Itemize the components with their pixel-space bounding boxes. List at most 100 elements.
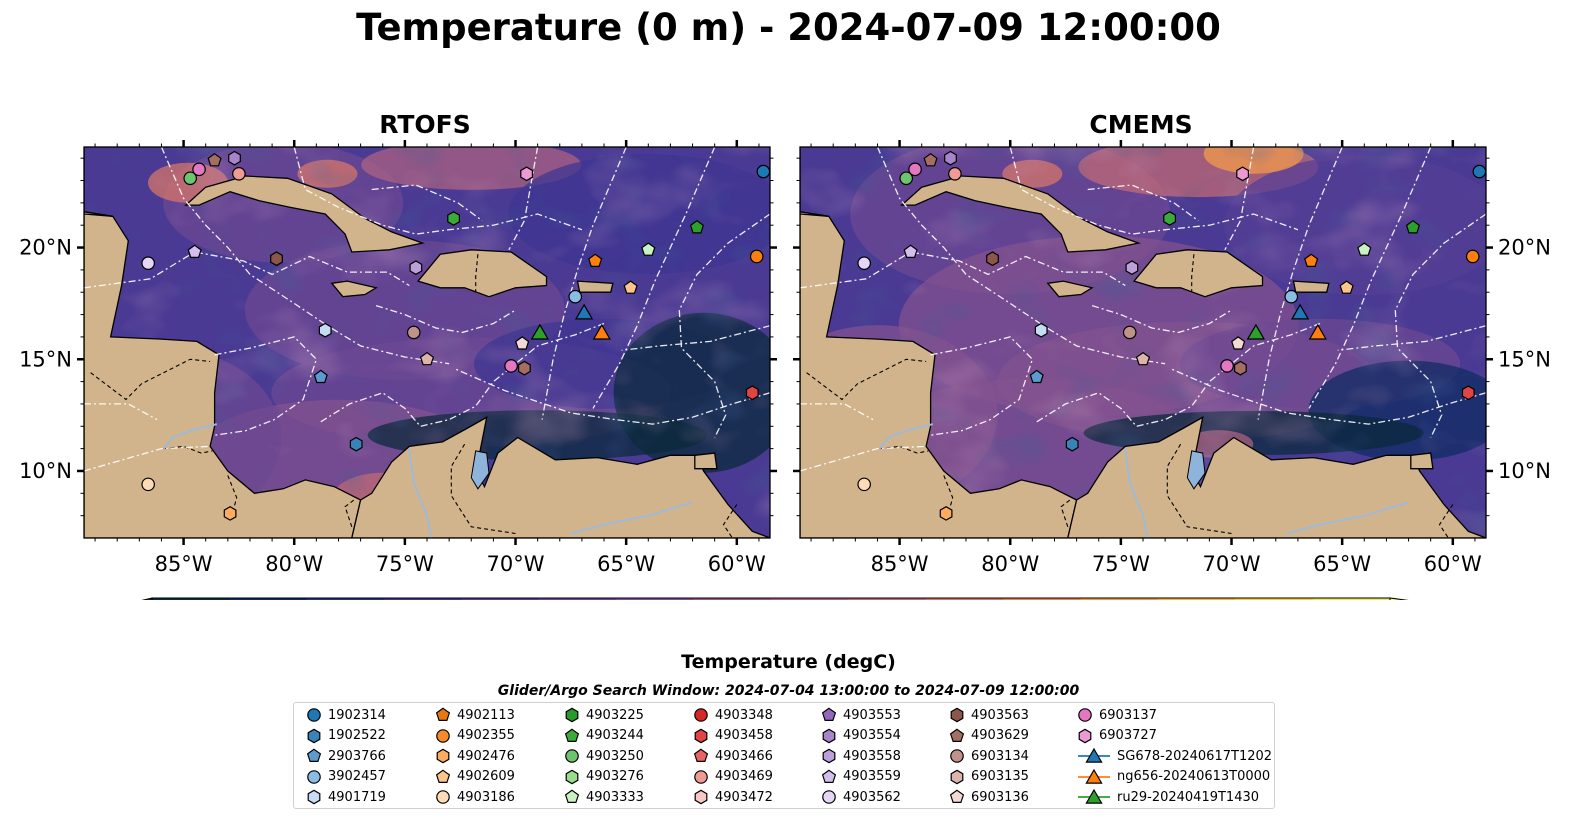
legend-label: 4903558 xyxy=(843,748,901,764)
colorbar-segment xyxy=(461,598,540,600)
lat-tick-label: 15°N xyxy=(1498,347,1551,371)
argo-float-6903136 xyxy=(1231,336,1246,350)
land-yucatanN xyxy=(800,147,829,217)
legend-entry: 4903466 xyxy=(693,746,773,766)
argo-float-4903186 xyxy=(141,477,155,492)
land-centralam xyxy=(84,211,362,538)
river-orinoco xyxy=(570,501,693,535)
argo-float-4903225 xyxy=(447,211,460,226)
eez-boundary xyxy=(678,213,770,438)
legend-marker-icon xyxy=(307,708,321,722)
legend-entry: 4903472 xyxy=(693,787,773,807)
eez-boundary xyxy=(930,336,1034,436)
colorbar: 28.028.529.029.530.030.531.031.5 xyxy=(141,597,1409,600)
border-line xyxy=(450,443,516,535)
legend-marker-icon xyxy=(436,728,450,743)
legend-label: 6903134 xyxy=(971,748,1029,764)
argo-float-4903333 xyxy=(1357,242,1372,256)
eez-boundary xyxy=(84,403,158,421)
legend-label: 4903469 xyxy=(715,769,773,784)
argo-float-4903559 xyxy=(903,244,918,258)
legend-label: 6903136 xyxy=(971,789,1029,805)
argo-float-6903727 xyxy=(1236,166,1250,182)
argo-float-4903554 xyxy=(228,150,241,166)
river-magdalena xyxy=(408,448,433,538)
legend-entry: 6903136 xyxy=(949,787,1029,807)
legend-marker-icon xyxy=(306,748,322,762)
legend-marker-icon xyxy=(822,790,836,804)
legend-marker-icon xyxy=(307,789,321,805)
lake-maracaibo xyxy=(470,450,490,490)
eez-boundary xyxy=(1091,304,1232,334)
legend-marker-icon xyxy=(694,769,708,784)
legend-entry: 4903559 xyxy=(821,767,901,787)
eez-boundary xyxy=(1009,147,1299,235)
colorbar-segment xyxy=(925,598,1004,600)
legend-entry: 6903134 xyxy=(949,746,1029,766)
eez-boundary xyxy=(800,445,927,472)
legend-label: 4903629 xyxy=(971,728,1029,743)
legend-entry: 4902355 xyxy=(435,726,515,746)
legend-entry: ng656-20240613T0000 xyxy=(1077,767,1270,787)
lon-tick-label: 60°W xyxy=(708,552,766,576)
panel-title-rtofs: RTOFS xyxy=(379,110,471,139)
eez-boundary xyxy=(375,304,516,334)
lat-tick-label: 10°N xyxy=(19,459,72,483)
legend-label: 4903562 xyxy=(843,789,901,805)
legend-label: 4903276 xyxy=(586,769,644,784)
legend-marker-icon xyxy=(1078,708,1092,722)
argo-float-4903563 xyxy=(986,251,999,267)
lat-tick-label: 10°N xyxy=(1498,459,1551,483)
legend-entry: 6903727 xyxy=(1077,726,1157,746)
legend-label: 3902457 xyxy=(328,769,386,784)
argo-float-4903629 xyxy=(923,152,938,167)
argo-float-2903766 xyxy=(313,369,328,384)
argo-float-4903558 xyxy=(409,260,423,275)
lon-tick-label: 75°W xyxy=(1092,552,1150,576)
legend-label: 4902609 xyxy=(457,769,515,784)
legend-label: 6903135 xyxy=(971,769,1029,784)
eez-boundary xyxy=(1087,184,1199,222)
legend-marker-icon xyxy=(1078,788,1110,804)
argo-float-6903134 xyxy=(1122,325,1137,340)
eez-boundary xyxy=(876,147,1166,365)
border-line xyxy=(1060,499,1071,527)
legend-entry: 4903562 xyxy=(821,787,901,807)
legend-marker-icon xyxy=(821,707,837,721)
legend-marker-icon xyxy=(949,789,965,803)
border-line xyxy=(227,475,238,514)
land-puertorico xyxy=(1292,280,1330,293)
legend-marker-icon xyxy=(822,748,836,764)
argo-float-4903186 xyxy=(857,477,871,492)
legend-label: 4902113 xyxy=(457,707,515,723)
border-line xyxy=(1166,443,1232,535)
lon-tick-label: 60°W xyxy=(1424,552,1482,576)
eez-boundary xyxy=(214,336,318,436)
legend-entry: 6903135 xyxy=(949,767,1029,787)
eez-boundary xyxy=(592,147,716,409)
lake-maracaibo xyxy=(1186,450,1206,490)
legend-label: ru29-20240419T1430 xyxy=(1117,789,1260,805)
argo-float-4901719 xyxy=(1034,322,1048,338)
land-southam xyxy=(351,416,770,538)
border-line xyxy=(475,254,479,293)
land-yucatanN xyxy=(84,147,113,217)
eez-boundary xyxy=(1308,147,1432,409)
argo-float-4903250 xyxy=(899,171,914,186)
border-line xyxy=(806,358,927,401)
legend-marker-icon xyxy=(565,749,579,763)
argo-float-4903562 xyxy=(857,256,871,270)
colorbar-extend-max xyxy=(1389,597,1409,600)
legend-entry: 4901719 xyxy=(306,787,386,807)
land-puertorico xyxy=(576,280,614,293)
border-line xyxy=(1191,254,1195,293)
legend-entry: 2903766 xyxy=(306,746,386,766)
land-hispaniola xyxy=(416,249,548,298)
argo-float-3902457 xyxy=(568,289,583,304)
legend-label: 4903553 xyxy=(843,707,901,723)
argo-float-4903554 xyxy=(944,150,957,166)
eez-boundary xyxy=(1394,213,1486,438)
lat-tick-label: 15°N xyxy=(19,347,72,371)
legend-marker-icon xyxy=(1078,747,1110,763)
argo-float-4902355 xyxy=(749,249,764,264)
